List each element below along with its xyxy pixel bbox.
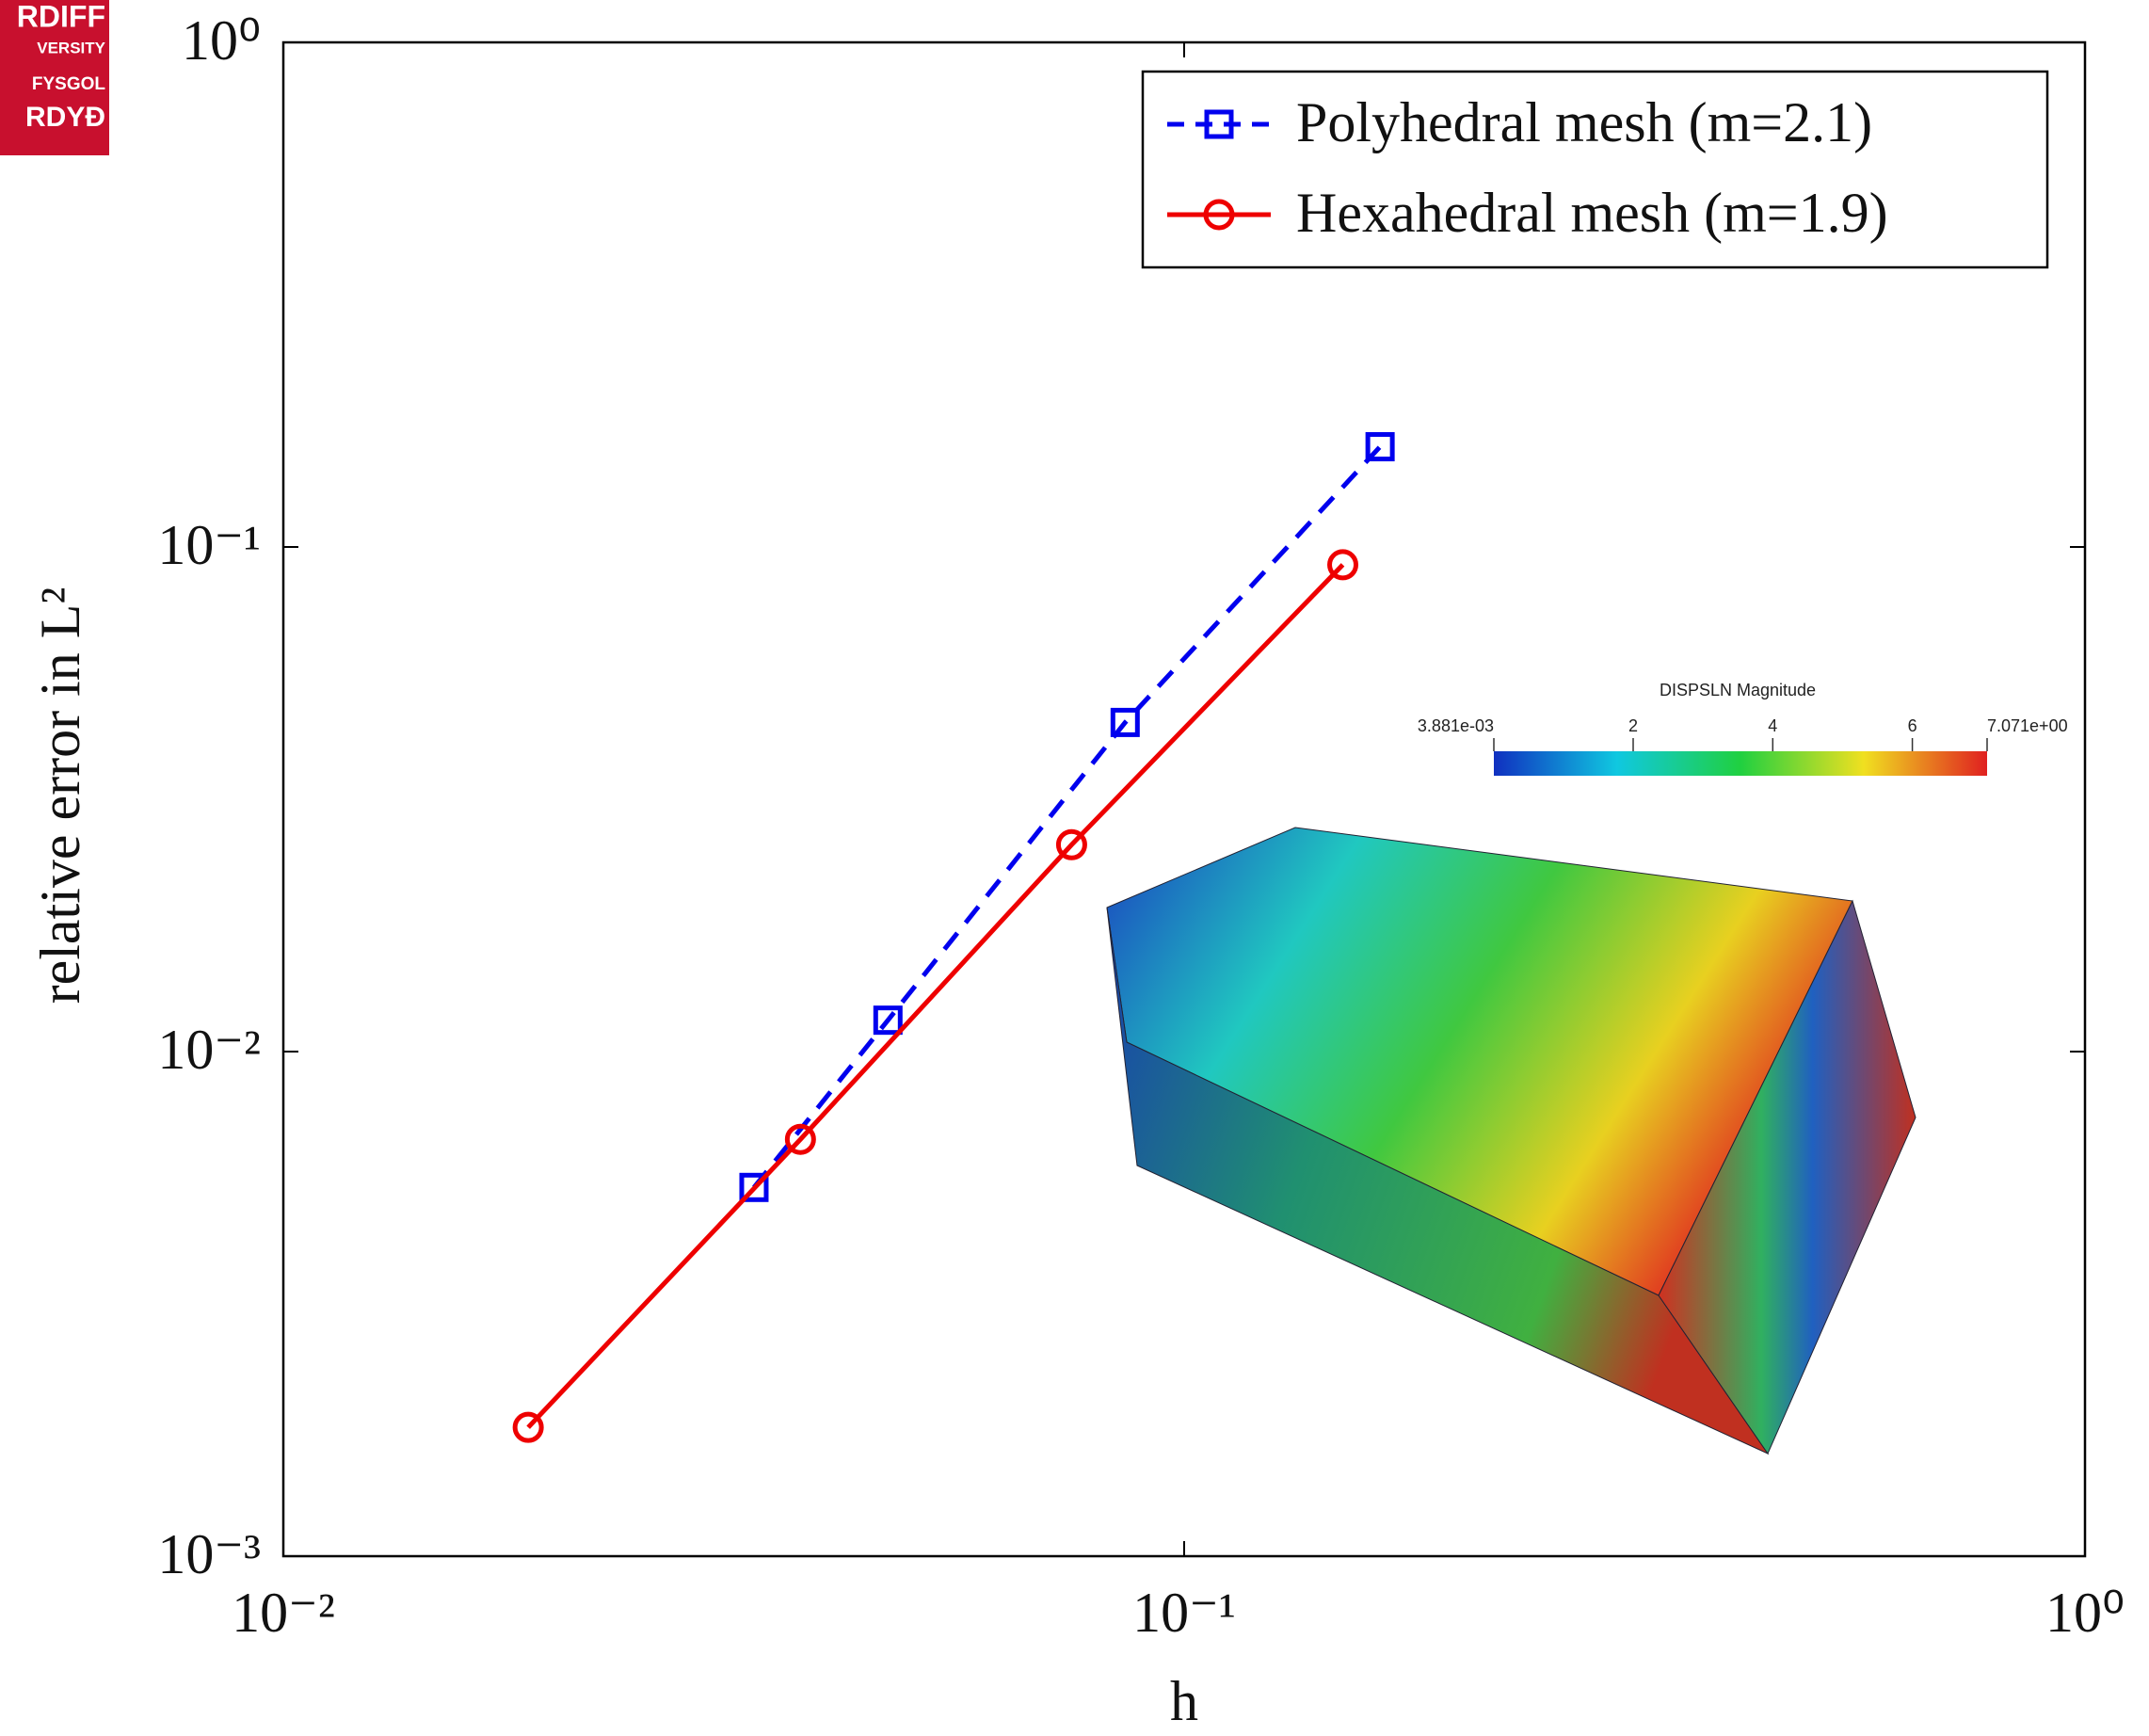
colorbar (1494, 751, 1987, 776)
colorbar-tick-label: 3.881e-03 (1418, 716, 1494, 735)
colorbar-tick-label: 2 (1628, 716, 1638, 735)
logo-text: VERSITY (37, 39, 105, 56)
legend-label: Hexahedral mesh (m=1.9) (1296, 182, 1888, 244)
y-tick-label: 10⁰ (182, 9, 261, 72)
chart: DISPSLN Magnitude h relative error in L²… (0, 0, 2149, 1736)
colorbar-tick-label: 7.071e+00 (1987, 716, 2068, 735)
y-tick-label: 10⁻¹ (157, 514, 261, 576)
y-tick-label: 10⁻³ (157, 1523, 261, 1585)
legend-label: Polyhedral mesh (m=2.1) (1296, 91, 1872, 153)
y-axis-label: relative error in L² (29, 587, 91, 1005)
x-tick-label: 10⁻² (232, 1582, 335, 1644)
x-tick-label: 10⁰ (2045, 1582, 2125, 1644)
colorbar-title: DISPSLN Magnitude (1660, 681, 1816, 699)
colorbar-tick-label: 4 (1768, 716, 1777, 735)
logo-text: RDIFF (17, 0, 105, 33)
logo-text: FYSGOL (32, 74, 106, 94)
y-tick-label: 10⁻² (157, 1019, 261, 1081)
x-axis-label: h (1170, 1670, 1198, 1732)
x-tick-label: 10⁻¹ (1132, 1582, 1236, 1644)
colorbar-tick-label: 6 (1908, 716, 1917, 735)
logo-text: RDYÐ (25, 102, 105, 133)
page: {"chart_data":{"type":"line","x_label":"… (0, 0, 2149, 1736)
